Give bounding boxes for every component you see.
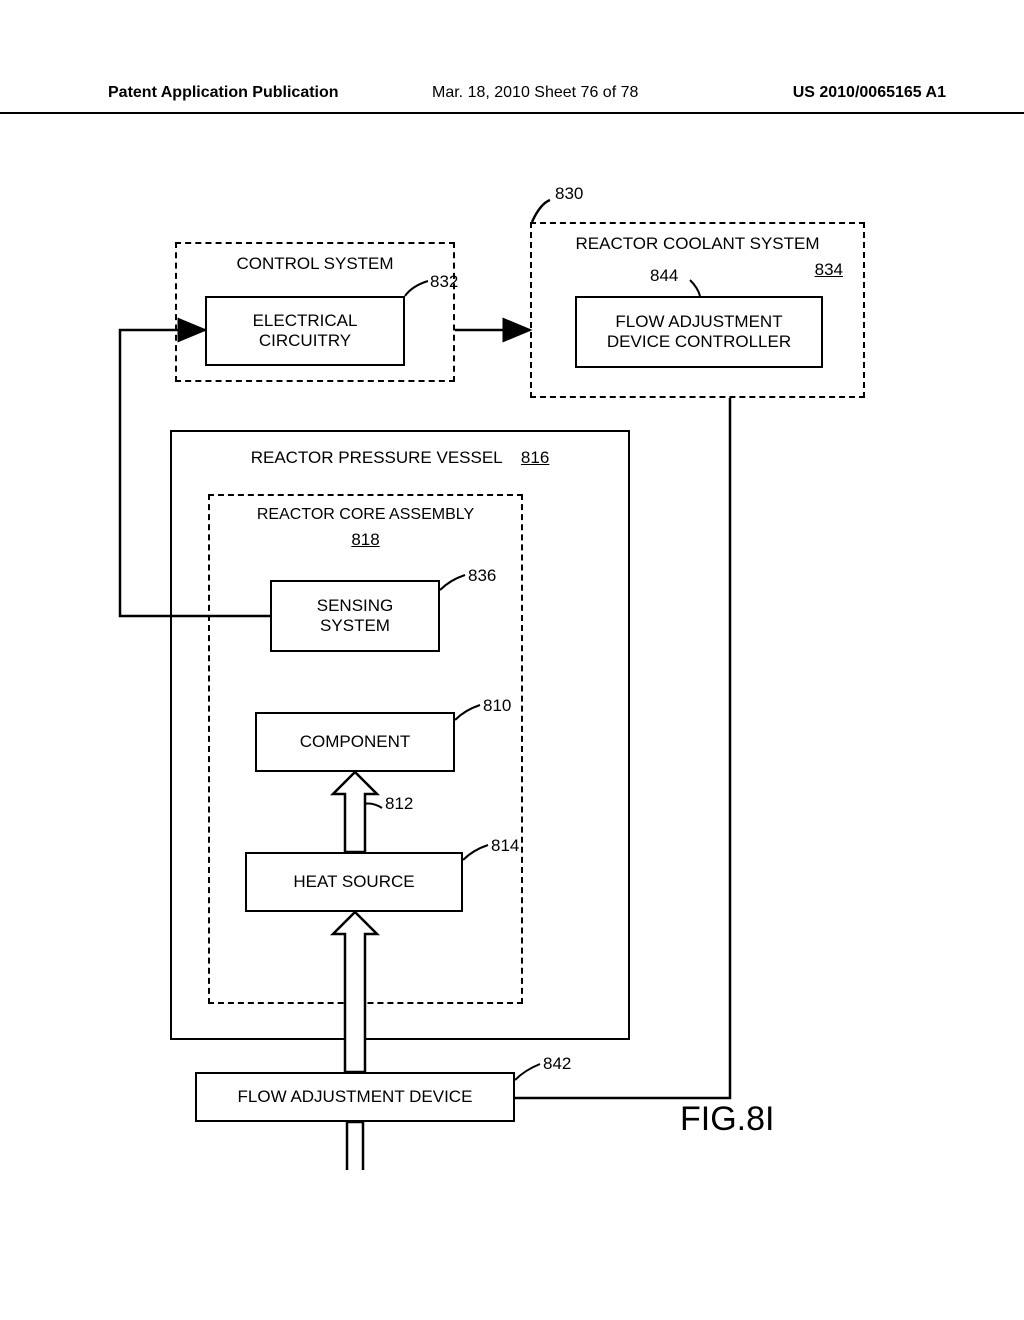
ref-830: 830 (555, 184, 583, 204)
electrical-circuitry-label: ELECTRICAL CIRCUITRY (253, 311, 358, 351)
control-system-title: CONTROL SYSTEM (177, 254, 453, 274)
flow-adjustment-controller-box: FLOW ADJUSTMENT DEVICE CONTROLLER (575, 296, 823, 368)
component-box: COMPONENT (255, 712, 455, 772)
header-publication: Patent Application Publication (108, 84, 339, 102)
sensing-system-label: SENSING SYSTEM (317, 596, 394, 636)
reactor-pressure-vessel-title: REACTOR PRESSURE VESSEL (251, 448, 502, 467)
ref-834: 834 (815, 260, 843, 280)
ref-844: 844 (650, 266, 678, 286)
ref-814: 814 (491, 836, 519, 856)
electrical-circuitry-box: ELECTRICAL CIRCUITRY (205, 296, 405, 366)
ref-812: 812 (385, 794, 413, 814)
sensing-system-box: SENSING SYSTEM (270, 580, 440, 652)
page-header: Patent Application Publication Mar. 18, … (0, 84, 1024, 114)
ref-836: 836 (468, 566, 496, 586)
reactor-coolant-title: REACTOR COOLANT SYSTEM (532, 234, 863, 254)
flow-adjustment-controller-label: FLOW ADJUSTMENT DEVICE CONTROLLER (607, 312, 791, 352)
ref-810: 810 (483, 696, 511, 716)
diagram-area: 830 CONTROL SYSTEM ELECTRICAL CIRCUITRY … (100, 180, 920, 1200)
ref-832: 832 (430, 272, 458, 292)
reactor-core-assembly-title: REACTOR CORE ASSEMBLY (257, 506, 474, 523)
figure-label: FIG.8I (680, 1100, 774, 1139)
header-date-sheet: Mar. 18, 2010 Sheet 76 of 78 (432, 84, 638, 102)
flow-adjustment-device-label: FLOW ADJUSTMENT DEVICE (238, 1087, 473, 1107)
flow-adjustment-device-box: FLOW ADJUSTMENT DEVICE (195, 1072, 515, 1122)
ref-842: 842 (543, 1054, 571, 1074)
heat-source-box: HEAT SOURCE (245, 852, 463, 912)
header-pubnumber: US 2010/0065165 A1 (793, 84, 946, 102)
ref-818: 818 (210, 530, 521, 550)
ref-816: 816 (521, 448, 549, 467)
heat-source-label: HEAT SOURCE (293, 872, 414, 892)
component-label: COMPONENT (300, 732, 411, 752)
page: Patent Application Publication Mar. 18, … (0, 0, 1024, 1320)
